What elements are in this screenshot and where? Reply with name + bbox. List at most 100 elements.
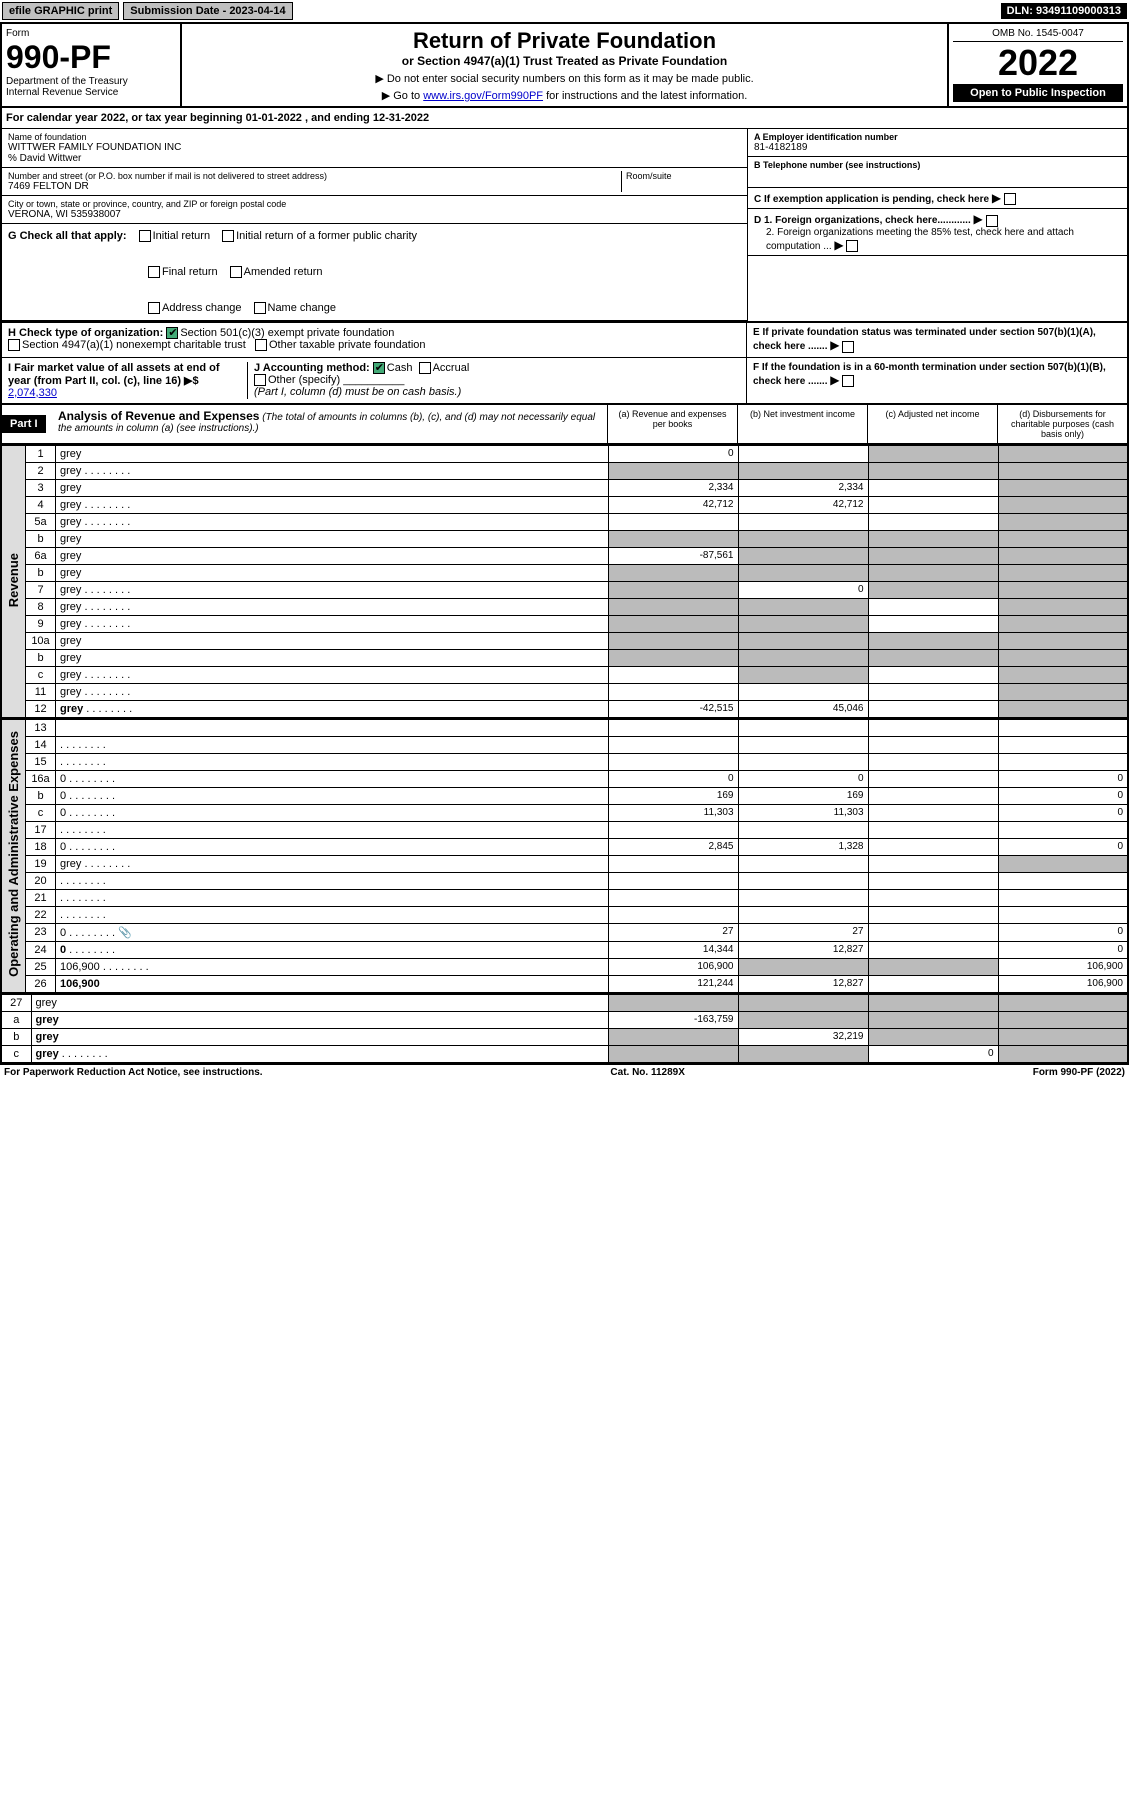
cell-value <box>608 736 738 753</box>
cell-grey <box>998 496 1128 513</box>
cell-grey <box>998 649 1128 666</box>
cell-grey <box>608 632 738 649</box>
line-num: c <box>1 1045 31 1063</box>
g-address: Address change <box>162 302 242 314</box>
open-inspection: Open to Public Inspection <box>953 84 1123 102</box>
h-other-checkbox[interactable] <box>255 339 267 351</box>
name-change-checkbox[interactable] <box>254 302 266 314</box>
cal-begin: 01-01-2022 <box>246 112 302 124</box>
line-desc: 0 . . . . . . . . 📎 <box>56 923 609 941</box>
final-return-checkbox[interactable] <box>148 266 160 278</box>
cell-value: 0 <box>608 445 738 462</box>
table-row: 180 . . . . . . . .2,8451,3280 <box>1 838 1128 855</box>
cell-value <box>868 496 998 513</box>
city-label: City or town, state or province, country… <box>8 199 741 209</box>
cell-grey <box>868 632 998 649</box>
cell-grey <box>868 581 998 598</box>
efile-print-btn[interactable]: efile GRAPHIC print <box>2 2 119 20</box>
e-checkbox[interactable] <box>842 341 854 353</box>
cell-value <box>868 700 998 718</box>
f-checkbox[interactable] <box>842 375 854 387</box>
cell-value: -163,759 <box>608 1011 738 1028</box>
j-label: J Accounting method: <box>254 362 370 374</box>
cell-value <box>868 889 998 906</box>
g-amended: Amended return <box>244 266 323 278</box>
cell-value: 121,244 <box>608 975 738 993</box>
line-desc: grey <box>56 445 609 462</box>
line-desc: grey <box>56 564 609 581</box>
cell-grey <box>868 530 998 547</box>
cell-value <box>868 804 998 821</box>
line-num: b <box>1 1028 31 1045</box>
initial-former-checkbox[interactable] <box>222 230 234 242</box>
cell-value: 106,900 <box>998 958 1128 975</box>
cell-grey <box>998 615 1128 632</box>
cell-grey <box>608 530 738 547</box>
cell-grey <box>998 479 1128 496</box>
d2-checkbox[interactable] <box>846 240 858 252</box>
info-grid: Name of foundation WITTWER FAMILY FOUNDA… <box>0 129 1129 323</box>
cell-grey <box>998 564 1128 581</box>
cell-value: 32,219 <box>738 1028 868 1045</box>
line-desc: grey <box>56 530 609 547</box>
cell-value <box>608 855 738 872</box>
room-label: Room/suite <box>626 171 741 181</box>
line-num: 15 <box>26 753 56 770</box>
j-other-checkbox[interactable] <box>254 374 266 386</box>
table-row: 20 . . . . . . . . <box>1 872 1128 889</box>
cell-value <box>608 889 738 906</box>
cell-grey <box>608 564 738 581</box>
cell-grey <box>738 598 868 615</box>
part1-title: Analysis of Revenue and Expenses <box>58 409 259 423</box>
h-row: H Check type of organization: Section 50… <box>2 323 747 356</box>
line-desc: grey . . . . . . . . <box>56 683 609 700</box>
attachment-icon[interactable]: 📎 <box>118 927 132 939</box>
h-j-section: H Check type of organization: Section 50… <box>0 323 1129 404</box>
line-num: c <box>26 804 56 821</box>
goto-pre: ▶ Go to <box>382 90 423 102</box>
cell-grey <box>738 615 868 632</box>
pending-checkbox[interactable] <box>1004 193 1016 205</box>
cell-value: 14,344 <box>608 941 738 958</box>
address-change-checkbox[interactable] <box>148 302 160 314</box>
subtract-table: 27greyagrey-163,759bgrey32,219cgrey . . … <box>0 994 1129 1064</box>
line-desc: grey . . . . . . . . <box>31 1045 608 1063</box>
cell-value <box>608 821 738 838</box>
cell-value <box>738 872 868 889</box>
h-4947-checkbox[interactable] <box>8 339 20 351</box>
col-b-head: (b) Net investment income <box>737 405 867 443</box>
d1-checkbox[interactable] <box>986 215 998 227</box>
e-cell: E If private foundation status was termi… <box>747 323 1127 356</box>
cell-grey <box>998 1028 1128 1045</box>
initial-return-checkbox[interactable] <box>139 230 151 242</box>
cell-value: 12,827 <box>738 975 868 993</box>
cell-value <box>738 445 868 462</box>
cell-value: 0 <box>998 770 1128 787</box>
h-501c3-checkbox[interactable] <box>166 327 178 339</box>
i-value[interactable]: 2,074,330 <box>8 387 57 399</box>
line-desc: 0 . . . . . . . . <box>56 941 609 958</box>
amended-return-checkbox[interactable] <box>230 266 242 278</box>
cell-value: 0 <box>998 804 1128 821</box>
line-desc: . . . . . . . . <box>56 872 609 889</box>
cell-value <box>608 513 738 530</box>
cell-value <box>998 753 1128 770</box>
j-cash-checkbox[interactable] <box>373 362 385 374</box>
table-row: bgrey <box>1 564 1128 581</box>
cell-value <box>608 872 738 889</box>
line-num: 8 <box>26 598 56 615</box>
line-num: b <box>26 649 56 666</box>
cell-grey <box>868 462 998 479</box>
top-bar: efile GRAPHIC print Submission Date - 20… <box>0 0 1129 22</box>
expenses-table: Operating and Administrative Expenses131… <box>0 719 1129 994</box>
irs-link[interactable]: www.irs.gov/Form990PF <box>423 90 543 102</box>
cal-mid: , and ending <box>302 112 373 124</box>
j-accrual-checkbox[interactable] <box>419 362 431 374</box>
line-num: 10a <box>26 632 56 649</box>
cell-value: 27 <box>738 923 868 941</box>
table-row: 3grey2,3342,334 <box>1 479 1128 496</box>
cell-value <box>738 889 868 906</box>
cell-grey <box>608 615 738 632</box>
cell-grey <box>868 1028 998 1045</box>
cell-grey <box>998 994 1128 1011</box>
